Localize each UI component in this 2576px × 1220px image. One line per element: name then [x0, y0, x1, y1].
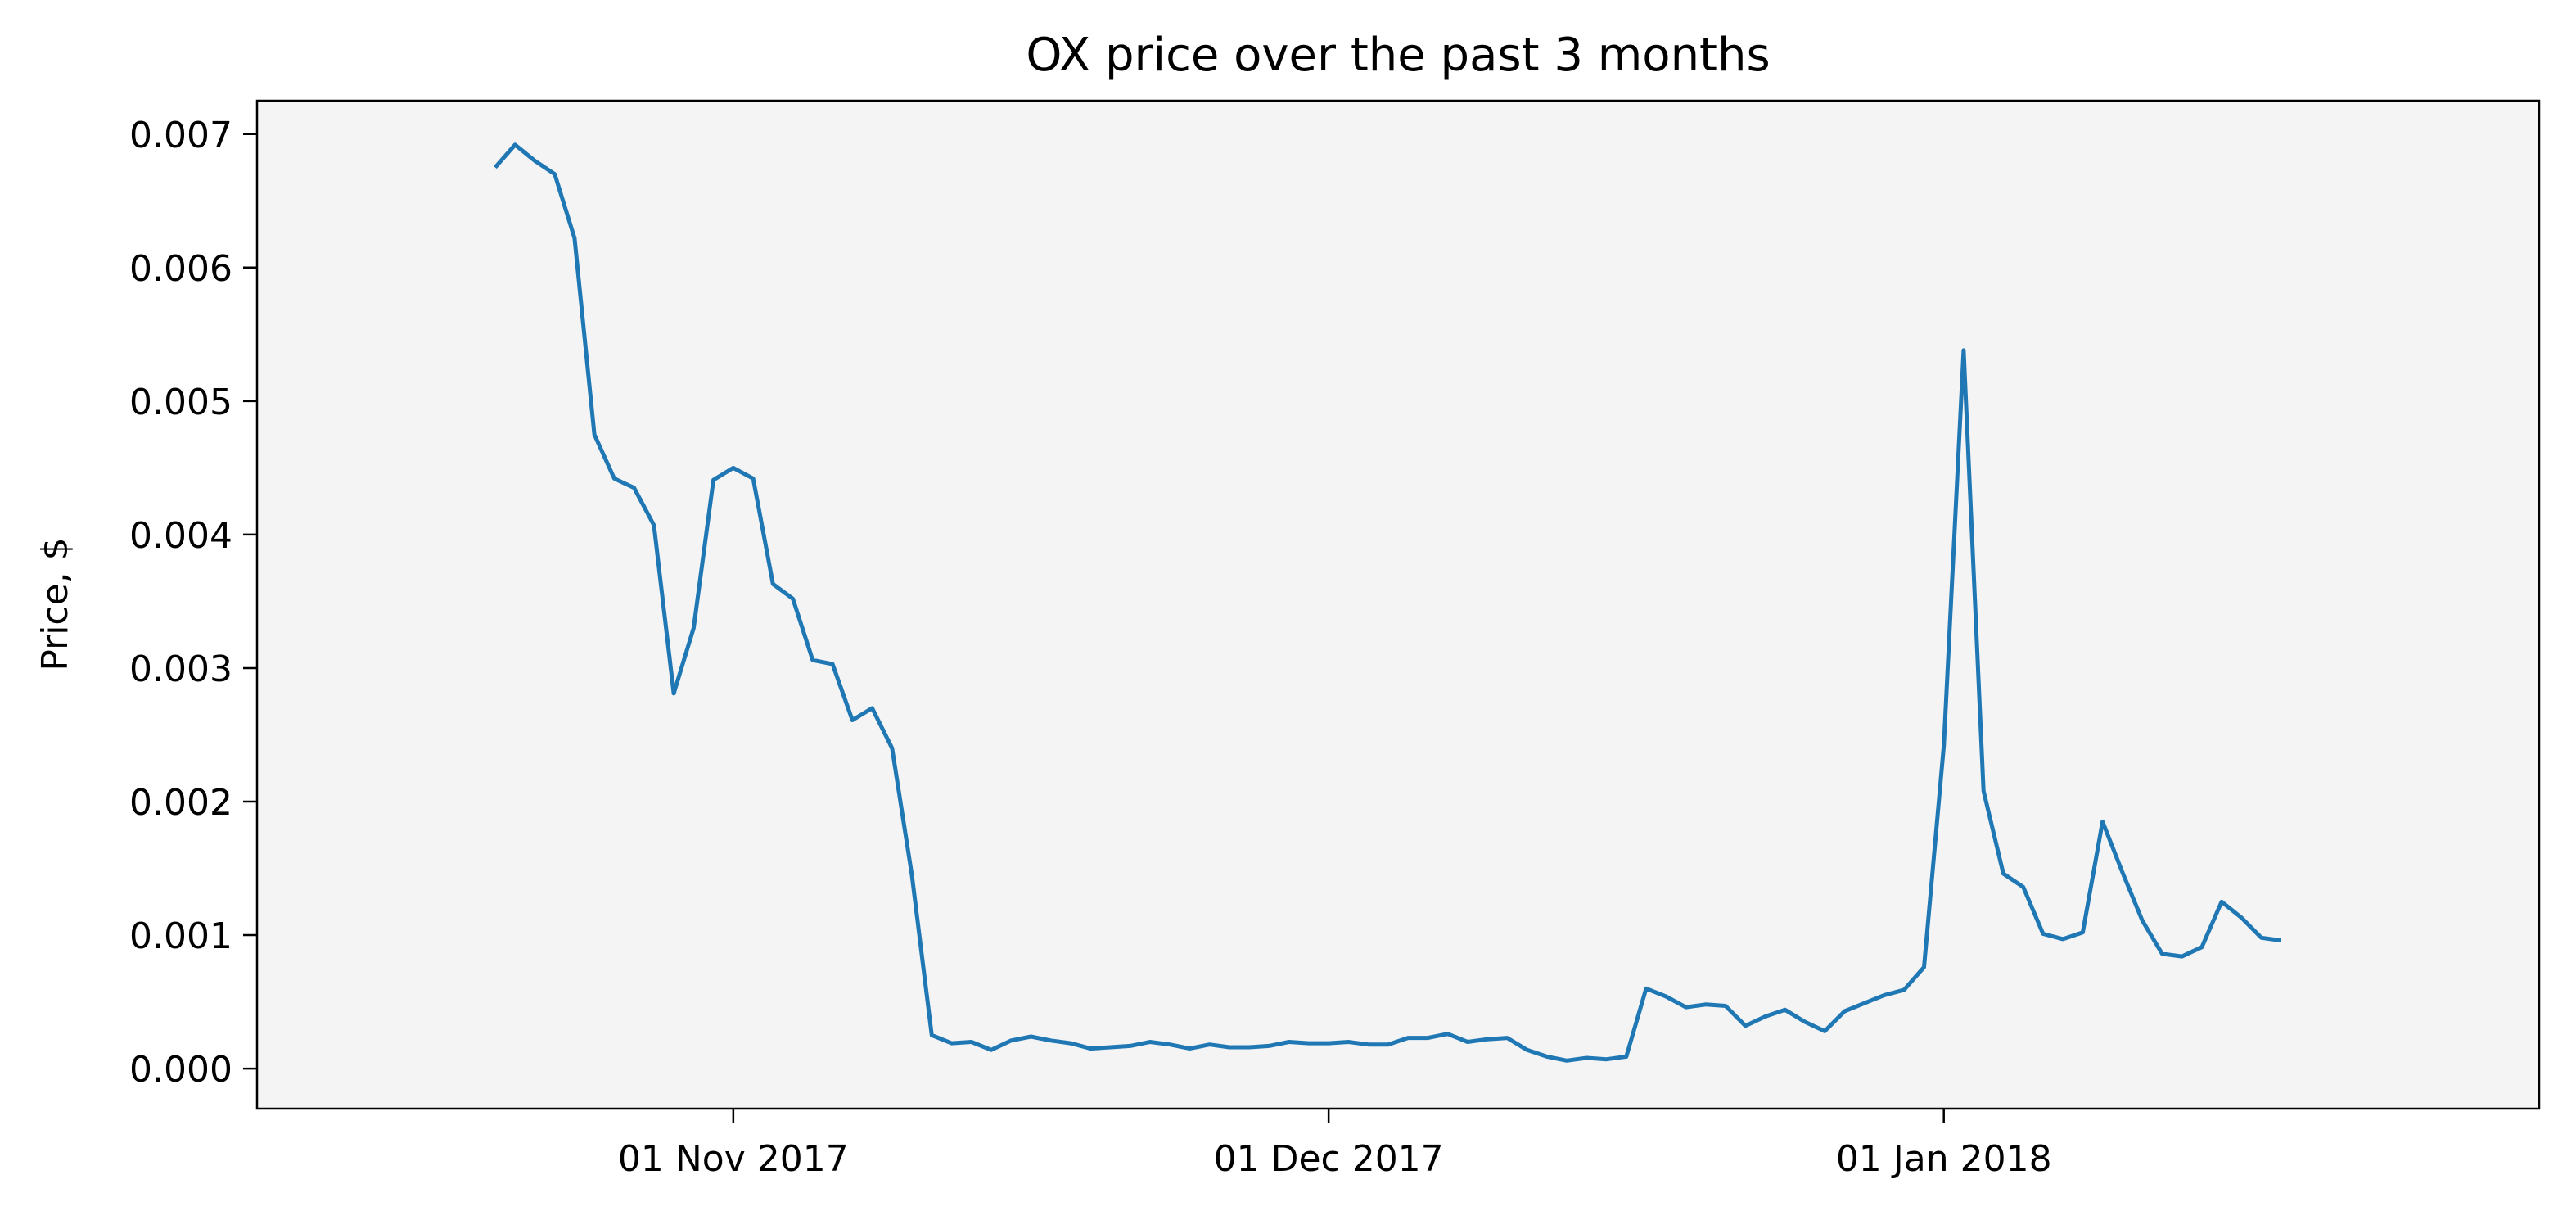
- y-axis-label: Price, $: [34, 537, 76, 671]
- x-tick-label: 01 Jan 2018: [1836, 1138, 2052, 1180]
- y-tick-label: 0.005: [129, 382, 232, 423]
- y-tick-label: 0.007: [129, 115, 232, 156]
- price-line: [494, 142, 2282, 1063]
- y-tick-label: 0.002: [129, 782, 232, 824]
- y-axis: 0.000 0.001 0.002 0.003 0.004 0.005 0.006 0.007: [129, 115, 257, 1091]
- x-axis: 01 Nov 2017 01 Dec 2017 01 Jan 2018: [618, 1109, 2052, 1180]
- x-tick-label: 01 Nov 2017: [618, 1138, 849, 1180]
- y-tick-label: 0.000: [129, 1049, 232, 1091]
- x-tick-label: 01 Dec 2017: [1214, 1138, 1444, 1180]
- plot-background: [257, 101, 2539, 1109]
- plot-frame: [255, 99, 2541, 1110]
- y-tick-label: 0.003: [129, 648, 232, 690]
- y-tick-label: 0.006: [129, 248, 232, 290]
- chart-title: OX price over the past 3 months: [1026, 29, 1770, 82]
- y-tick-label: 0.004: [129, 515, 232, 557]
- y-tick-label: 0.001: [129, 915, 232, 957]
